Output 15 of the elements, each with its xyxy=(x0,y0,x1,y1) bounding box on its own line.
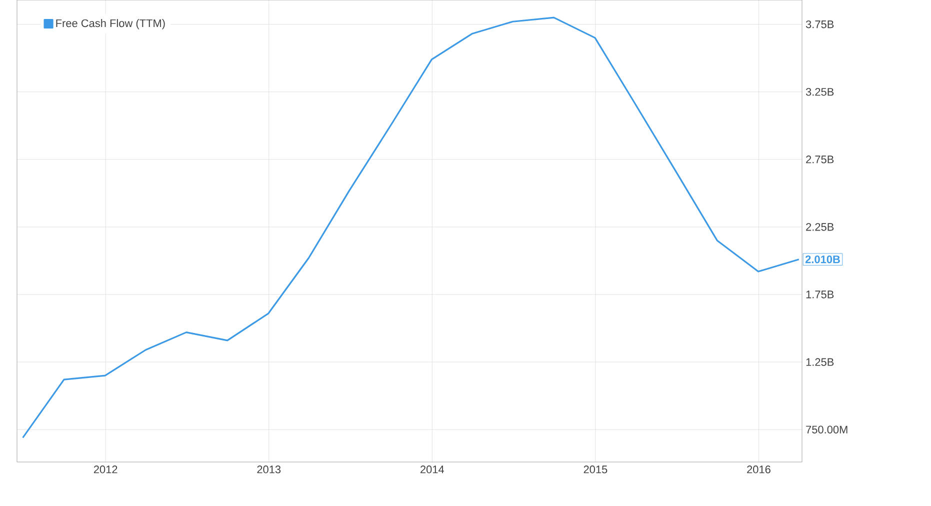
y-tick-label: 1.25B xyxy=(806,358,834,366)
x-tick-label: 2012 xyxy=(94,466,118,474)
y-tick-label: 2.25B xyxy=(806,223,834,231)
legend-label: Free Cash Flow (TTM) xyxy=(56,19,165,30)
x-tick-label: 2016 xyxy=(747,466,770,474)
line-series xyxy=(22,16,800,438)
x-tick-label: 2013 xyxy=(257,466,281,474)
x-tick-label: 2015 xyxy=(584,466,608,474)
y-tick-label: 750.00M xyxy=(806,426,848,434)
y-tick-label: 1.75B xyxy=(806,290,834,298)
y-tick-label: 3.25B xyxy=(806,88,834,96)
y-tick-label: 2.75B xyxy=(806,156,834,164)
x-tick-label: 2014 xyxy=(420,466,444,474)
y-tick-label: 3.75B xyxy=(806,20,834,28)
data-label: 2.010B xyxy=(805,256,840,264)
